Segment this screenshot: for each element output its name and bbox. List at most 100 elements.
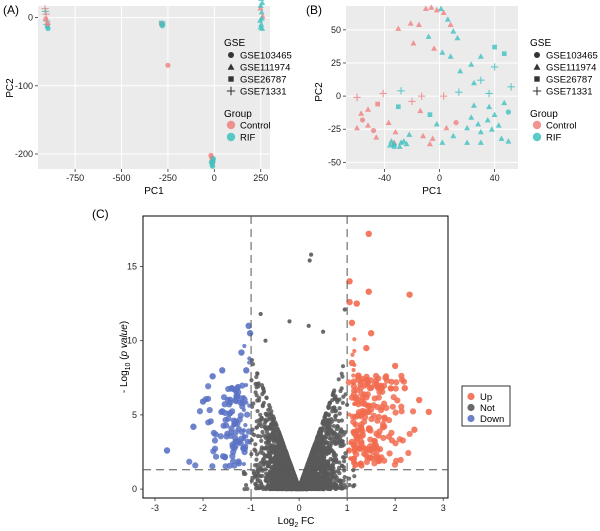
pca-point-rif — [477, 128, 484, 135]
down-point — [221, 453, 229, 460]
down-point — [209, 373, 216, 380]
not-point — [281, 475, 286, 480]
y-tick-label: 25 — [331, 58, 341, 68]
not-point — [253, 448, 258, 454]
down-point — [221, 401, 228, 408]
down-point — [212, 431, 219, 438]
pca-point-rif — [455, 88, 463, 96]
pca-point-rif — [477, 76, 485, 84]
pca-point-control — [422, 5, 429, 12]
pca-point-rif — [447, 53, 454, 59]
up-point — [398, 372, 405, 379]
up-point — [350, 378, 357, 385]
up-point — [392, 409, 399, 416]
x-tick-label: -40 — [378, 173, 391, 183]
not-point — [293, 486, 298, 491]
up-point — [372, 372, 380, 380]
not-point — [322, 457, 327, 462]
down-point — [244, 411, 251, 418]
pca-point-control — [453, 120, 459, 126]
up-point — [386, 450, 393, 457]
down-point — [227, 429, 235, 436]
down-point — [232, 429, 239, 436]
not-point — [297, 483, 303, 489]
legend-rif-swatch — [226, 132, 236, 142]
not-point — [253, 442, 258, 447]
up-point — [382, 374, 389, 381]
pca-point-rif — [495, 122, 502, 128]
pca-point-rif — [492, 44, 497, 50]
down-point — [223, 422, 230, 429]
pca-point-control — [385, 119, 392, 126]
legend-down-swatch — [467, 414, 475, 423]
not-point — [332, 437, 337, 442]
y-tick-label: 5 — [132, 410, 137, 420]
y-tick-label: -100 — [15, 81, 33, 91]
up-point — [357, 461, 364, 468]
pca-point-rif — [439, 139, 446, 145]
not-point — [265, 473, 271, 478]
pca-point-rif — [470, 102, 477, 108]
not-point — [324, 451, 329, 456]
down-point — [190, 423, 197, 430]
panel-a-ylabel: PC2 — [5, 78, 16, 98]
not-point — [288, 475, 293, 480]
pca-point-rif — [468, 61, 475, 67]
up-point — [387, 385, 394, 392]
not-point — [258, 311, 263, 317]
legend-gse-label: GSE111974 — [240, 63, 290, 74]
not-point — [313, 441, 319, 446]
not-point — [260, 404, 265, 409]
not-point — [254, 473, 259, 478]
up-point — [352, 446, 359, 453]
up-point — [352, 337, 357, 342]
up-point — [397, 456, 404, 464]
down-point — [209, 463, 216, 470]
not-point — [339, 481, 344, 486]
not-point — [315, 480, 320, 485]
pca-point-rif — [400, 138, 407, 144]
not-point — [326, 405, 331, 411]
not-point — [263, 467, 268, 472]
not-point — [331, 424, 336, 429]
not-point — [325, 459, 330, 464]
not-point — [251, 401, 256, 406]
down-point — [233, 398, 240, 405]
x-tick-label: 250 — [253, 173, 268, 183]
panel-a-grid — [38, 6, 270, 169]
not-point — [254, 374, 259, 380]
not-point — [260, 392, 265, 397]
pca-point-control — [395, 25, 402, 31]
pca-point-rif — [450, 28, 457, 34]
pca-point-rif — [464, 139, 471, 145]
not-point — [322, 428, 327, 433]
not-point — [272, 486, 277, 491]
x-tick-label: -500 — [113, 173, 131, 183]
not-point — [306, 468, 311, 473]
not-point — [334, 475, 339, 480]
up-point — [363, 394, 370, 401]
not-point — [341, 459, 347, 464]
not-point — [331, 470, 336, 475]
not-point — [267, 403, 272, 408]
down-point — [219, 367, 226, 374]
not-point — [277, 483, 282, 489]
up-point — [363, 458, 371, 466]
down-point — [199, 398, 207, 405]
pca-point-rif — [505, 138, 512, 144]
legend-circle-icon — [534, 52, 540, 58]
up-point — [345, 379, 352, 386]
up-point — [350, 455, 357, 463]
down-point — [241, 445, 248, 453]
up-point — [359, 400, 366, 407]
pca-point-control — [443, 124, 450, 131]
not-point — [254, 452, 260, 457]
legend-gse-label: GSE103465 — [240, 51, 292, 62]
legend-gse-label: GSE103465 — [546, 51, 598, 62]
not-point — [325, 419, 330, 424]
panel-b-legend-group-title: Group — [530, 109, 558, 120]
up-point — [388, 429, 395, 436]
